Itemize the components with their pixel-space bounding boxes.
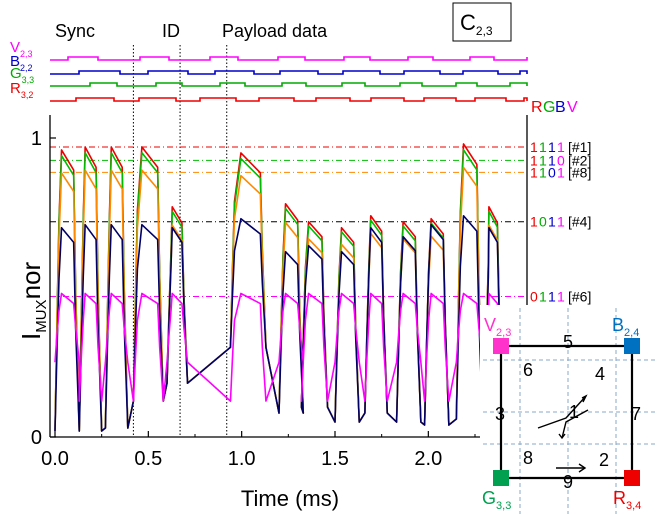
inset-node-label-r: R3,4 bbox=[613, 488, 641, 512]
inset-node-2 bbox=[493, 470, 509, 486]
control-label-1: B2,2 bbox=[10, 53, 33, 73]
section-label-1: ID bbox=[162, 21, 180, 41]
section-label-2: Payload data bbox=[222, 21, 328, 41]
level-code-digit: 1 bbox=[557, 214, 565, 230]
inset-cell-8: 8 bbox=[523, 448, 533, 468]
section-label-0: Sync bbox=[55, 21, 95, 41]
level-code-digit: 1 bbox=[530, 164, 538, 180]
level-code-digit: 1 bbox=[539, 164, 547, 180]
control-trace-0 bbox=[50, 56, 528, 61]
control-trace-3 bbox=[50, 97, 528, 102]
level-tag-1: [#2] bbox=[568, 152, 591, 168]
level-code-digit: 1 bbox=[539, 139, 547, 155]
inset-node-1 bbox=[624, 338, 640, 354]
x-axis-label: Time (ms) bbox=[241, 486, 339, 511]
inset-arrow-1-head bbox=[581, 394, 588, 403]
level-code-digit: 1 bbox=[548, 214, 556, 230]
level-code-digit: 1 bbox=[557, 139, 565, 155]
code-header-r: R bbox=[531, 99, 543, 116]
level-code-digit: 0 bbox=[557, 152, 565, 168]
level-code-digit: 1 bbox=[548, 288, 556, 304]
level-code-digit: 1 bbox=[530, 139, 538, 155]
x-tick-label-4: 2.0 bbox=[414, 448, 442, 470]
level-code-digit: 0 bbox=[548, 164, 556, 180]
inset-cell-1: 1 bbox=[569, 402, 579, 422]
inset-cell-9: 9 bbox=[563, 472, 573, 492]
level-code-digit: 1 bbox=[557, 164, 565, 180]
x-tick-label-1: 0.5 bbox=[134, 448, 162, 470]
inset-cell-7: 7 bbox=[631, 404, 641, 424]
level-code-digit: 1 bbox=[548, 152, 556, 168]
inset-arrow-3-head bbox=[578, 463, 587, 473]
inset-node-label-g: G3,3 bbox=[482, 488, 511, 512]
signal-trace-4 bbox=[54, 292, 528, 423]
code-header-b: B bbox=[555, 99, 566, 116]
level-code-digit: 1 bbox=[557, 288, 565, 304]
level-code-digit: 0 bbox=[539, 214, 547, 230]
cell-label-box bbox=[452, 2, 512, 42]
control-trace-1 bbox=[50, 70, 528, 75]
cell-label: C2,3 bbox=[460, 10, 493, 38]
inset-arrow-1 bbox=[537, 395, 587, 429]
inset-cell-2: 2 bbox=[599, 450, 609, 470]
inset-cell-5: 5 bbox=[563, 332, 573, 352]
x-tick-label-0: 0.0 bbox=[41, 448, 69, 470]
y-tick-label-1: 1 bbox=[31, 128, 42, 150]
inset-cell-4: 4 bbox=[595, 364, 605, 384]
inset-node-0 bbox=[493, 338, 509, 354]
level-tag-4: [#6] bbox=[568, 288, 591, 304]
inset-cell-6: 6 bbox=[523, 360, 533, 380]
inset-arrow-2-head bbox=[558, 433, 566, 440]
y-axis-label: IMUXnor bbox=[16, 262, 50, 340]
inset-node-3 bbox=[624, 470, 640, 486]
control-label-2: G3,3 bbox=[10, 65, 34, 85]
level-tag-3: [#4] bbox=[568, 214, 591, 230]
x-tick-label-2: 1.0 bbox=[228, 448, 256, 470]
control-label-3: R3,2 bbox=[10, 80, 33, 100]
level-code-digit: 1 bbox=[539, 288, 547, 304]
level-code-digit: 1 bbox=[530, 152, 538, 168]
inset-cell-3: 3 bbox=[495, 404, 505, 424]
inset-arrow-2 bbox=[561, 409, 589, 439]
level-code-digit: 1 bbox=[539, 152, 547, 168]
inset-diagram: V2,3 B2,4 G3,3 R3,4 1 2 3 4 5 6 7 8 9 bbox=[480, 305, 657, 516]
level-tag-2: [#8] bbox=[568, 164, 591, 180]
level-code-digit: 0 bbox=[530, 288, 538, 304]
level-code-digit: 1 bbox=[548, 139, 556, 155]
level-tag-0: [#1] bbox=[568, 139, 591, 155]
inset-node-label-b: B2,4 bbox=[612, 315, 639, 339]
x-tick-label-3: 1.5 bbox=[321, 448, 349, 470]
level-code-digit: 1 bbox=[530, 214, 538, 230]
y-tick-label-0: 0 bbox=[31, 427, 42, 449]
control-trace-2 bbox=[50, 82, 528, 87]
code-header-g: G bbox=[543, 99, 555, 116]
code-header-v: V bbox=[567, 99, 578, 116]
inset-node-label-v: V2,3 bbox=[484, 315, 511, 339]
control-label-0: V2,3 bbox=[10, 39, 33, 59]
